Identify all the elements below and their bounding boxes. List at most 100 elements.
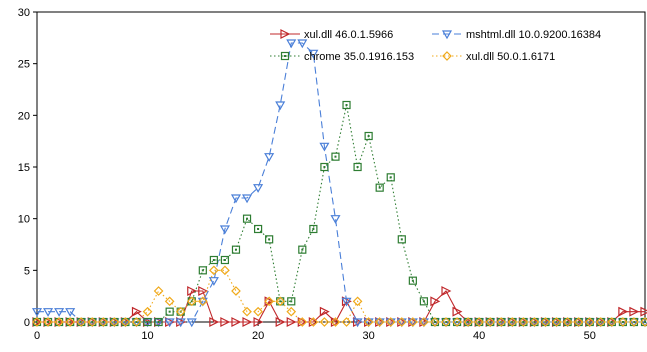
legend-label: xul.dll 46.0.1.5966: [304, 29, 393, 41]
data-point-center: [555, 321, 558, 323]
data-point-center: [157, 321, 160, 323]
data-point: [43, 317, 53, 327]
data-point: [154, 317, 163, 327]
x-tick-label: 50: [584, 330, 596, 342]
data-point: [618, 317, 628, 327]
data-point: [319, 142, 330, 152]
data-point-center: [279, 300, 282, 303]
axes: 0 10 20 30 40 50 0 5 10 15 20 25 30: [18, 7, 646, 342]
data-point: [275, 296, 286, 307]
data-point-center: [201, 269, 204, 272]
data-point-center: [323, 166, 326, 168]
data-point: [98, 317, 109, 327]
data-point: [595, 317, 606, 327]
series-line: [37, 104, 645, 323]
data-point: [319, 306, 330, 317]
data-point: [142, 306, 153, 317]
legend-label: mshtml.dll 10.0.9200.16384: [466, 29, 601, 41]
legend-marker: [280, 51, 290, 61]
data-point: [298, 245, 307, 254]
data-point-center: [566, 321, 569, 323]
data-point-center: [378, 186, 381, 189]
data-point: [330, 215, 341, 224]
data-point: [175, 306, 186, 317]
data-point: [353, 162, 362, 172]
data-point-center: [334, 155, 337, 158]
data-point: [640, 306, 647, 317]
legend-label: xul.dll 50.0.1.6171: [466, 51, 555, 63]
data-point: [198, 266, 207, 275]
data-point: [308, 317, 319, 327]
data-point-center: [246, 217, 249, 220]
data-point: [463, 317, 473, 327]
data-point: [220, 317, 231, 327]
data-point-center: [135, 321, 138, 323]
data-point-center: [168, 310, 171, 313]
data-point: [584, 317, 595, 327]
data-point: [265, 235, 274, 244]
data-point-center: [433, 321, 436, 323]
data-point-center: [411, 279, 414, 282]
data-point-center: [102, 321, 105, 323]
legend-marker: [442, 51, 452, 61]
data-point: [198, 286, 209, 296]
y-tick-label: 30: [18, 7, 30, 19]
data-point: [242, 306, 252, 317]
data-point: [220, 255, 230, 265]
legend-entry: mshtml.dll 10.0.9200.16384: [432, 29, 601, 41]
data-point: [286, 306, 297, 317]
data-point: [529, 317, 540, 327]
data-point-center: [489, 321, 492, 323]
data-point-center: [301, 248, 304, 251]
data-point-center: [533, 321, 536, 323]
y-tick-label: 5: [24, 265, 30, 277]
data-point: [231, 286, 241, 296]
data-point: [320, 162, 329, 172]
data-point: [120, 317, 131, 327]
data-point: [396, 318, 407, 328]
data-point: [230, 194, 242, 204]
data-point-center: [47, 321, 50, 323]
legend: xul.dll 46.0.1.5966 mshtml.dll 10.0.9200.…: [270, 29, 601, 63]
data-point: [396, 317, 407, 327]
data-point: [131, 317, 142, 327]
data-point: [153, 286, 164, 296]
series-line: [37, 42, 645, 323]
data-point: [231, 245, 241, 254]
data-point: [43, 308, 54, 317]
data-point: [452, 306, 463, 317]
data-point: [219, 225, 230, 235]
data-point: [242, 194, 253, 204]
data-point: [352, 317, 363, 327]
data-point: [452, 317, 462, 327]
data-point: [441, 317, 451, 327]
data-point: [197, 296, 208, 307]
data-point-center: [389, 176, 392, 179]
data-point: [363, 317, 374, 327]
data-point: [186, 318, 197, 328]
data-point: [209, 255, 218, 265]
data-point: [430, 296, 441, 307]
data-point: [54, 317, 64, 327]
data-point: [275, 101, 286, 111]
data-point: [287, 297, 296, 306]
data-point: [397, 235, 406, 244]
data-point: [374, 317, 385, 327]
data-point: [109, 317, 120, 327]
data-point: [385, 317, 396, 327]
data-point: [629, 306, 640, 317]
data-point: [65, 308, 76, 317]
data-point: [87, 317, 98, 327]
data-point: [286, 39, 297, 49]
data-point-center: [257, 228, 260, 230]
legend-entry: xul.dll 50.0.1.6171: [432, 51, 555, 63]
data-point: [507, 317, 518, 327]
data-point: [286, 317, 297, 327]
data-point: [175, 318, 186, 328]
data-point: [264, 296, 274, 307]
data-point: [297, 39, 308, 49]
series-1: [31, 39, 647, 328]
data-point: [408, 276, 417, 285]
data-point: [341, 317, 352, 327]
data-point: [342, 100, 351, 110]
